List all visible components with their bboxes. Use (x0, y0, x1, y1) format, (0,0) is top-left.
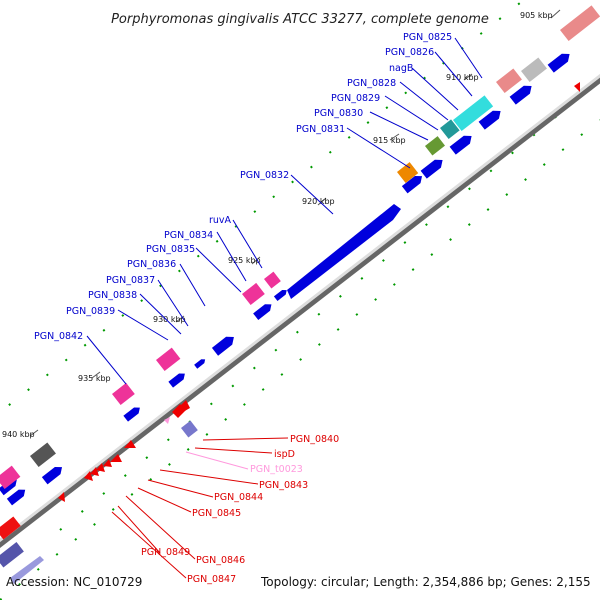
gene-label[interactable]: PGN_0838 (88, 290, 137, 301)
feature-box[interactable] (560, 5, 600, 42)
gene-forward-large[interactable] (287, 204, 401, 299)
gene-label[interactable]: PGN_0834 (164, 230, 213, 241)
gene-reverse-strip[interactable] (10, 556, 44, 584)
gene-reverse[interactable] (103, 459, 112, 467)
gene-label[interactable]: PGN_0840 (290, 434, 339, 445)
feature-box[interactable] (30, 442, 56, 468)
gene-forward[interactable] (123, 404, 143, 422)
feature-box[interactable] (521, 57, 547, 83)
gene-label[interactable]: PGN_0830 (314, 108, 363, 119)
tick-label: 925 kbp (228, 256, 261, 265)
scale-labels: 905 kbp 910 kbp 915 kbp 920 kbp 925 kbp … (2, 11, 553, 439)
gene-label[interactable]: PGN_0845 (192, 508, 241, 519)
feature-box[interactable] (264, 271, 281, 289)
reverse-labels: PGN_0840 ispD PGN_t0023 PGN_0843 PGN_084… (141, 434, 339, 585)
feature-box[interactable] (496, 68, 522, 94)
gene-forward[interactable] (253, 301, 275, 321)
gene-label[interactable]: ispD (274, 449, 295, 460)
gene-forward[interactable] (420, 156, 446, 179)
gene-forward[interactable] (547, 50, 573, 73)
feature-box[interactable] (0, 516, 21, 540)
feature-box[interactable] (397, 162, 419, 184)
feature-track (0, 5, 600, 490)
summary-text: Topology: circular; Length: 2,354,886 bp… (260, 575, 591, 589)
tick-label: 910 kbp (446, 73, 479, 82)
tick-label: 915 kbp (373, 136, 406, 145)
gene-label[interactable]: PGN_0843 (259, 480, 308, 491)
gene-reverse[interactable] (96, 463, 105, 472)
gene-forward[interactable] (194, 357, 207, 369)
tick-label: 920 kbp (302, 197, 335, 206)
reverse-leaders (111, 437, 289, 579)
gene-forward[interactable] (168, 370, 188, 388)
scale-ticks (29, 9, 561, 437)
gc-skew-mid-track (59, 79, 600, 531)
gene-label[interactable]: PGN_0825 (403, 32, 452, 43)
gene-label[interactable]: PGN_0835 (146, 244, 195, 255)
map-title: Porphyromonas gingivalis ATCC 33277, com… (111, 12, 489, 27)
gene-label[interactable]: PGN_0844 (214, 492, 263, 503)
gene-label[interactable]: PGN_0846 (196, 555, 245, 566)
feature-box[interactable] (112, 382, 135, 406)
gene-label[interactable]: PGN_0836 (127, 259, 176, 270)
forward-labels: PGN_0825 PGN_0826 nagB PGN_0828 PGN_0829… (34, 32, 452, 342)
gene-label[interactable]: PGN_0837 (106, 275, 155, 286)
forward-leaders (86, 37, 483, 385)
trna-marker[interactable] (164, 417, 170, 424)
feature-box[interactable] (440, 119, 460, 140)
feature-box[interactable] (0, 465, 21, 490)
gene-reverse[interactable] (58, 492, 65, 502)
gene-label[interactable]: PGN_0829 (331, 93, 380, 104)
forward-strand-track (0, 50, 573, 506)
gene-reverse[interactable] (124, 440, 136, 448)
gene-reverse[interactable] (110, 454, 122, 462)
gene-label[interactable]: ruvA (209, 215, 232, 226)
gene-label[interactable]: PGN_0832 (240, 170, 289, 181)
gene-label[interactable]: PGN_0842 (34, 331, 83, 342)
gc-skew-inner-track (0, 119, 600, 600)
feature-box[interactable] (181, 420, 198, 438)
tick-label: 905 kbp (520, 11, 553, 20)
gene-reverse[interactable] (84, 471, 93, 481)
gene-forward[interactable] (211, 333, 237, 356)
gene-label[interactable]: PGN_0839 (66, 306, 115, 317)
gene-reverse[interactable] (180, 400, 190, 412)
reverse-strand-track (0, 82, 580, 584)
gene-label[interactable]: PGN_0831 (296, 124, 345, 135)
feature-box[interactable] (0, 541, 24, 568)
feature-box[interactable] (425, 136, 445, 156)
gene-reverse[interactable] (90, 467, 99, 476)
feature-box[interactable] (156, 347, 181, 372)
gene-forward[interactable] (41, 463, 65, 485)
genome-backbone (0, 73, 600, 543)
gene-forward[interactable] (449, 132, 475, 155)
tick-label: 930 kbp (153, 315, 186, 324)
gene-label[interactable]: PGN_0826 (385, 47, 434, 58)
feature-box[interactable] (453, 95, 494, 132)
gene-reverse[interactable] (574, 82, 580, 92)
tick-label: 940 kbp (2, 430, 35, 439)
gene-label[interactable]: PGN_0847 (187, 574, 236, 585)
gc-skew-outer-track (0, 0, 526, 414)
gene-label[interactable]: PGN_0849 (141, 547, 190, 558)
gene-forward[interactable] (273, 287, 289, 302)
tick-label: 935 kbp (78, 374, 111, 383)
gene-label[interactable]: nagB (389, 63, 413, 74)
feature-box[interactable] (242, 282, 265, 306)
accession-text: Accession: NC_010729 (6, 575, 142, 589)
gene-label[interactable]: PGN_0828 (347, 78, 396, 89)
gene-label[interactable]: PGN_t0023 (250, 464, 303, 475)
